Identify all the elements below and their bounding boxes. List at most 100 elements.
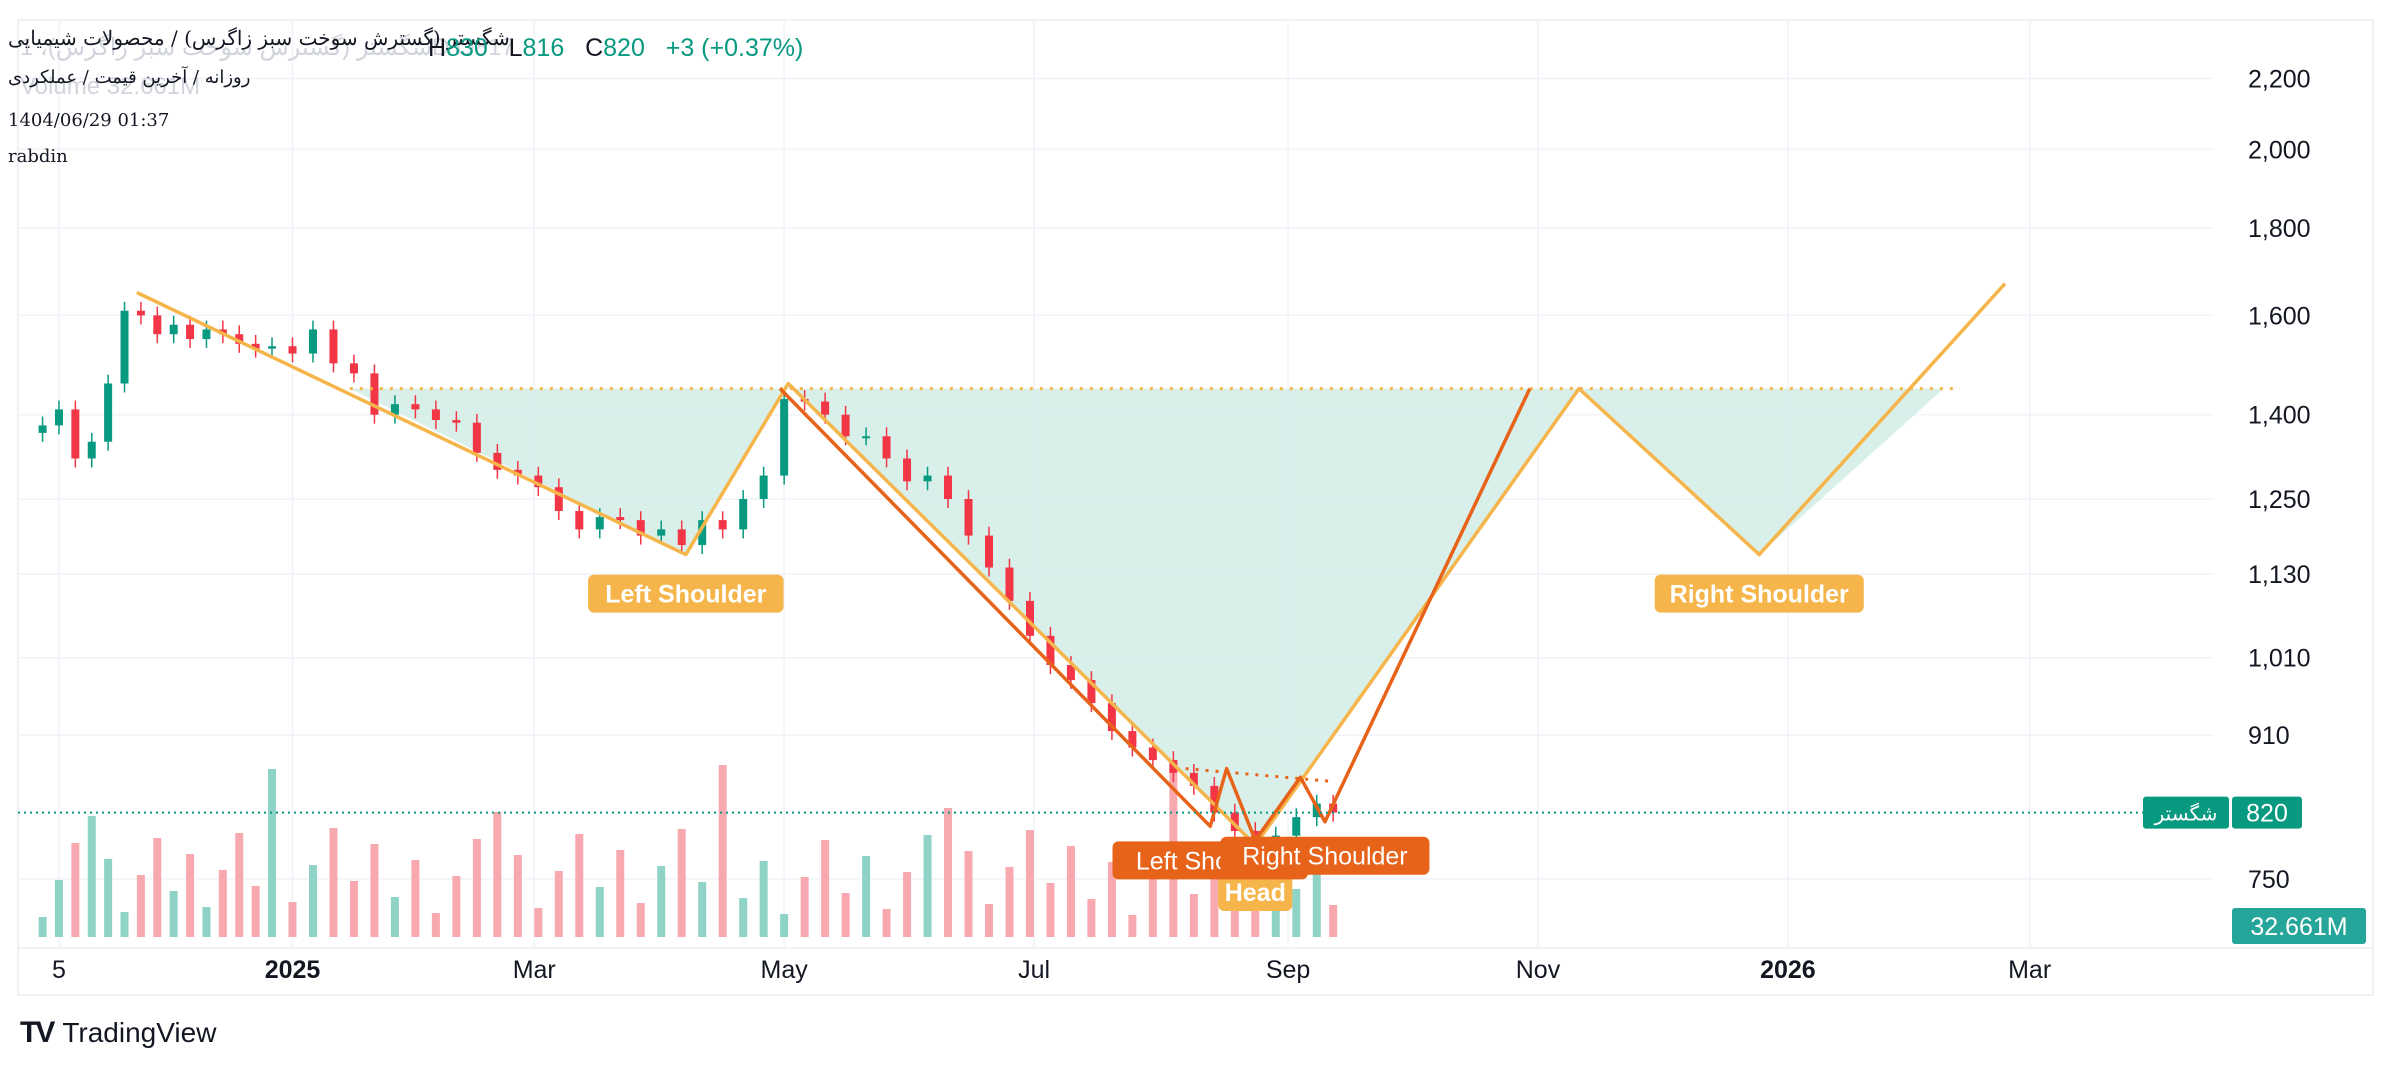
ohlc-low-key: L <box>508 34 523 62</box>
candle-body <box>1148 747 1157 761</box>
volume-bar <box>288 902 297 937</box>
ghost-volume-line: Volume 32.661M <box>20 73 200 101</box>
candle-body <box>120 310 129 384</box>
label-large-0[interactable]: Left Shoulder <box>588 574 784 613</box>
candle-body <box>38 425 47 433</box>
volume-bar <box>1189 894 1198 937</box>
x-tick-label: May <box>761 956 809 984</box>
volume-bar <box>38 917 47 937</box>
ohlc-low: 816 <box>522 34 565 62</box>
volume-bar <box>984 904 993 937</box>
volume-bar <box>1025 830 1034 937</box>
volume-bar <box>87 816 96 937</box>
volume-bar <box>1230 910 1239 937</box>
candle-body <box>595 517 604 530</box>
volume-bar <box>923 835 932 937</box>
chart-subtitle: روزانه / آخرین قیمت / عملکردی <box>8 67 251 88</box>
label-large-1[interactable]: Right Shoulder <box>1654 574 1864 613</box>
x-tick-label: Nov <box>1516 956 1561 984</box>
candle-body <box>390 404 399 415</box>
label-large-0-text: Left Shoulder <box>605 581 766 609</box>
volume-bar <box>1148 878 1157 937</box>
volume-bar <box>1107 862 1116 937</box>
candle-body <box>862 436 871 439</box>
last-price-badge[interactable] <box>2232 796 2302 829</box>
candle-body <box>636 520 645 536</box>
label-large-2-bg[interactable] <box>1218 873 1293 912</box>
volume-bar <box>186 854 195 937</box>
volume-bar <box>1005 867 1014 937</box>
volume-bar <box>120 912 129 937</box>
axis-layer[interactable]: 2,200 2,000 1,800 1,600 1,400 1,250 1,130 1,010… <box>18 65 2366 984</box>
volume-bar <box>616 850 625 937</box>
label-large-1-bg[interactable] <box>1654 574 1864 613</box>
x-tick-label: 2025 <box>265 956 321 984</box>
x-tick-label: Sep <box>1266 956 1310 984</box>
x-tick-label: 2026 <box>1760 956 1816 984</box>
volume-bar <box>718 765 727 937</box>
candle-body <box>431 409 440 421</box>
candle-body <box>964 499 973 536</box>
ohlc-close: 820 <box>603 34 645 62</box>
candle-body <box>202 329 211 339</box>
volume-bar <box>944 808 953 937</box>
ghost-symbol-line: شگستر (گسترش سوخت سبز زاگرس)، 1D O817 <box>20 33 515 62</box>
candle-body <box>54 409 63 426</box>
label-small-1-text: Right Shoulder <box>1242 843 1407 871</box>
volume-bar <box>308 865 317 937</box>
candle-body <box>1292 817 1301 836</box>
tradingview-logo[interactable]: TV TradingView <box>20 1016 216 1050</box>
tradingview-logo-text: TradingView <box>62 1017 217 1048</box>
volume-bar <box>218 870 227 937</box>
volume-bar <box>235 833 244 937</box>
volume-bar <box>1329 905 1338 937</box>
candle-body <box>169 324 178 335</box>
ohlc-readout: H830 L816 C820 +3 (+0.37%) <box>428 34 803 63</box>
volume-bar <box>1210 857 1219 937</box>
candle-body <box>1189 772 1198 786</box>
volume-bar <box>169 891 178 937</box>
label-large-2[interactable]: Head <box>1218 873 1293 912</box>
label-small-1-bg[interactable] <box>1220 836 1430 875</box>
y-tick-label: 1,250 <box>2248 486 2311 514</box>
volume-bar <box>370 844 379 937</box>
volume-badge[interactable] <box>2232 908 2366 944</box>
candle-body <box>472 422 481 453</box>
volume-bar <box>554 871 563 937</box>
candle-body <box>657 529 666 536</box>
volume-bar <box>472 839 481 937</box>
candle-body <box>882 436 891 459</box>
candle-body <box>493 452 502 470</box>
candle-body <box>153 315 162 335</box>
ohlc-high: 830 <box>446 34 488 62</box>
volume-bar <box>780 914 789 937</box>
candle-body <box>104 383 113 442</box>
volume-badge-text: 32.661M <box>2250 913 2347 941</box>
volume-bar <box>104 859 113 937</box>
volume-bar <box>903 872 912 937</box>
label-small-1[interactable]: Right Shoulder <box>1220 836 1430 875</box>
y-tick-label: 1,010 <box>2248 645 2311 673</box>
candle-body <box>1107 703 1116 732</box>
candle-body <box>984 535 993 568</box>
candle-body <box>452 420 461 423</box>
candle-body <box>1128 731 1137 748</box>
volume-bar <box>268 769 277 937</box>
candle-body <box>923 475 932 482</box>
ghost-symbol-text: شگستر (گسترش سوخت سبز زاگرس)، 1D <box>20 34 450 61</box>
candle-body <box>718 520 727 530</box>
y-tick-label: 910 <box>2248 722 2290 750</box>
candle-body <box>1087 680 1096 704</box>
candle-body <box>1025 600 1034 636</box>
symbol-badge[interactable] <box>2143 796 2229 829</box>
volume-bar <box>136 875 145 937</box>
volume-bar <box>493 812 502 937</box>
label-large-0-bg[interactable] <box>588 574 784 613</box>
chart-author: rabdin <box>8 146 68 167</box>
candle-body <box>821 401 830 415</box>
symbol-badge-text: شگستر <box>2154 802 2218 826</box>
label-large-2-text: Head <box>1225 879 1286 907</box>
chart-datetime: 1404/06/29 01:37 <box>8 110 170 131</box>
